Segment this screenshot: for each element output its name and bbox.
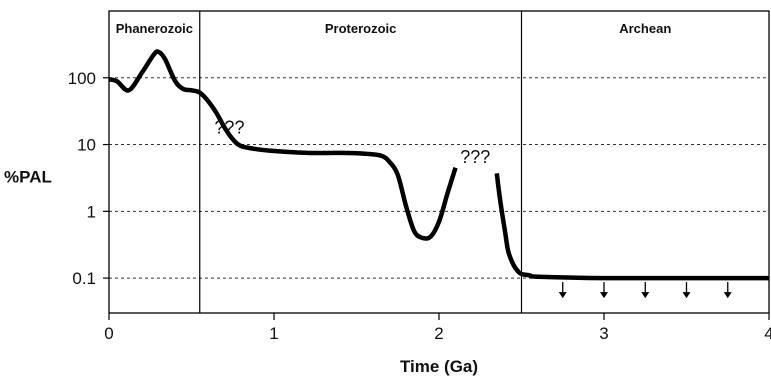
y-axis-title: %PAL <box>4 168 52 187</box>
plot-frame <box>108 10 770 314</box>
upper-limit-arrow-head <box>682 292 691 299</box>
x-tick-label: 4 <box>764 324 771 343</box>
upper-limit-arrow-head <box>558 292 567 299</box>
oxygen-curve-segment-2 <box>494 173 769 281</box>
upper-limit-arrow-head <box>723 292 732 299</box>
uncertainty-annotation: ??? <box>460 147 490 167</box>
x-tick-label: 1 <box>269 324 278 343</box>
y-tick-label: 10 <box>77 136 96 155</box>
x-axis-title: Time (Ga) <box>400 357 478 376</box>
era-label-phanerozoic: Phanerozoic <box>116 21 193 36</box>
x-tick-label: 2 <box>434 324 443 343</box>
y-tick-label: 1 <box>87 202 96 221</box>
era-label-archean: Archean <box>619 21 671 36</box>
oxygen-curve-segment-1 <box>108 49 458 241</box>
upper-limit-arrow-head <box>641 292 650 299</box>
upper-limit-arrow-head <box>600 292 608 299</box>
uncertainty-annotation: ??? <box>214 117 244 137</box>
y-tick-label: 0.1 <box>72 269 96 288</box>
era-label-proterozoic: Proterozoic <box>325 21 397 36</box>
y-tick-label: 100 <box>68 69 96 88</box>
x-tick-label: 3 <box>599 324 608 343</box>
x-tick-label: 0 <box>104 324 113 343</box>
